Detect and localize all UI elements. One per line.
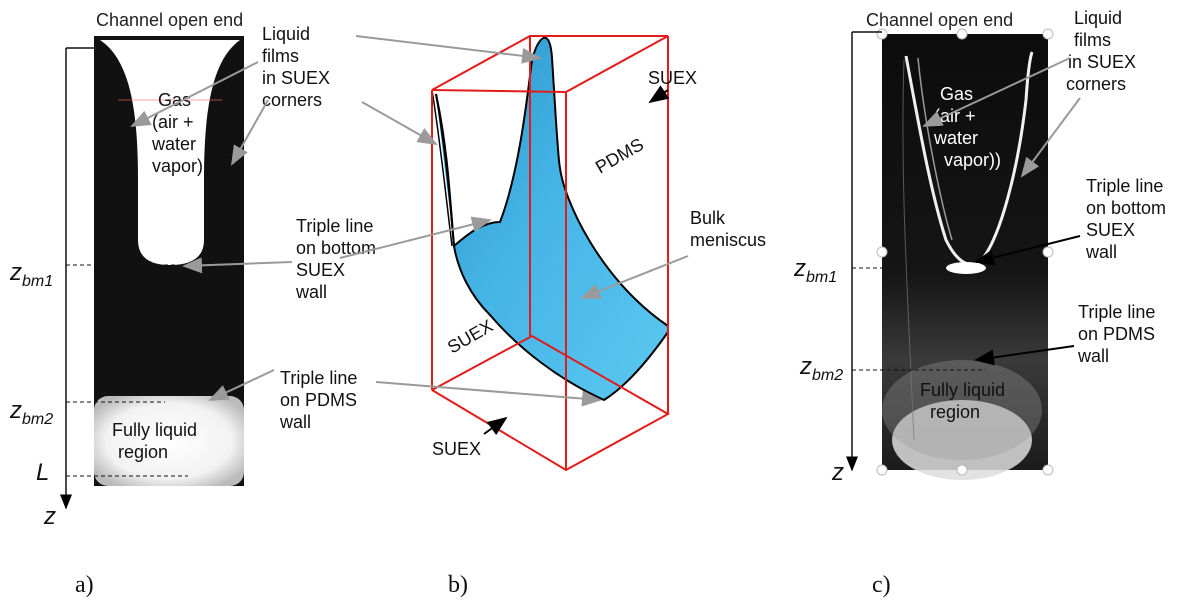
triple-line-pdms-a: Triple line on PDMS wall (279, 368, 362, 432)
zbm2-label-c: zbm2 (799, 353, 843, 384)
panel-b: SUEX PDMS Bulk meniscus SUEX SUEX b) (339, 35, 766, 598)
liquid-films-c: Liquid films in SUEX corners (1066, 8, 1141, 94)
fully-liquid-c: Fully liquid region (920, 380, 1010, 422)
zbm2-label-a: zbm2 (9, 397, 53, 428)
suex-bottom-label: SUEX (432, 439, 481, 459)
panel-label-a: a) (75, 572, 94, 598)
channel-image-a (94, 36, 244, 486)
gas-label-a: Gas (air + water vapor) (151, 90, 203, 176)
liquid-films-a: Liquid films in SUEX corners (262, 24, 335, 110)
pdms-label: PDMS (592, 134, 647, 177)
z-label-a: z (43, 503, 56, 530)
suex-top-label: SUEX (648, 68, 697, 88)
triple-line-pdms-c: Triple line on PDMS wall (1077, 302, 1160, 366)
channel-open-end-a: Channel open end (96, 10, 243, 30)
panel-a: Channel open end Liquid films in SUEX co… (9, 10, 381, 598)
panel-label-b: b) (448, 572, 468, 598)
z-label-c: z (831, 459, 844, 486)
channel-open-end-c: Channel open end (866, 10, 1013, 30)
panel-label-c: c) (872, 572, 891, 598)
panel-c: Channel open end Liquid films in SUEX co… (793, 8, 1171, 598)
triple-line-bottom-a: Triple line on bottom SUEX wall (295, 216, 381, 302)
suex-side-label: SUEX (444, 316, 496, 358)
fully-liquid-a: Fully liquid region (112, 420, 202, 462)
L-label-a: L (36, 459, 49, 486)
bulk-meniscus-label: Bulk meniscus (690, 208, 766, 250)
zbm1-label-c: zbm1 (793, 255, 837, 286)
gas-label-c: Gas (air + water vapor)) (933, 84, 1001, 170)
triple-line-bottom-c: Triple line on bottom SUEX wall (1085, 176, 1171, 262)
zbm1-label-a: zbm1 (9, 259, 53, 290)
